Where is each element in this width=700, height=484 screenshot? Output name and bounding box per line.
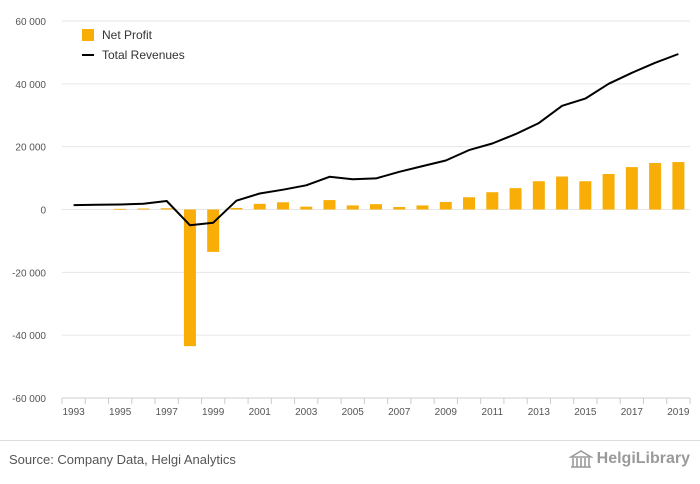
total-revenues-line-group: [73, 53, 679, 227]
x-tick-label: 2011: [482, 407, 504, 418]
net-profit-bar: [579, 181, 592, 210]
x-axis: 1993 1995 1997 1999 2001 2003 2005 2007 2009 2011…: [61, 397, 691, 418]
net-profit-bar: [207, 209, 220, 252]
legend-label-total-revenues: Total Revenues: [102, 48, 185, 62]
net-profit-bar: [253, 203, 266, 210]
logo-text: HelgiLibrary: [596, 450, 690, 467]
total-revenues-line: [73, 53, 679, 227]
net-profit-bar: [114, 208, 127, 210]
net-profit-bar: [323, 200, 336, 210]
x-tick-label: 2007: [388, 407, 411, 418]
x-tick-label: 2017: [621, 407, 644, 418]
net-profit-bars: [114, 162, 685, 347]
y-tick-label: 0: [40, 206, 46, 217]
y-tick-label: -20 000: [12, 268, 46, 279]
x-tick-label: 2013: [528, 407, 551, 418]
y-tick-label: -60 000: [12, 394, 46, 405]
x-tick-label: 2009: [435, 407, 458, 418]
net-profit-bar: [183, 209, 196, 347]
net-profit-bar: [300, 206, 313, 210]
net-profit-bar: [625, 167, 638, 210]
x-tick-label: 1999: [202, 407, 225, 418]
legend: Net Profit Total Revenues: [82, 28, 185, 62]
y-tick-label: 20 000: [15, 143, 46, 154]
x-tick-label: 2019: [667, 407, 690, 418]
chart: 60 000 40 000 20 000 0 -20 000 -40 000 -60 000…: [12, 17, 691, 418]
net-profit-bar: [137, 208, 150, 210]
helgi-library-logo[interactable]: HelgiLibrary: [568, 449, 690, 469]
y-tick-label: 40 000: [15, 80, 46, 91]
net-profit-bar: [532, 181, 545, 210]
net-profit-bar: [672, 162, 685, 210]
legend-label-net-profit: Net Profit: [102, 28, 153, 42]
x-tick-label: 1995: [109, 407, 132, 418]
x-tick-label: 2001: [249, 407, 272, 418]
x-tick-label: 2015: [574, 407, 597, 418]
net-profit-bar: [276, 202, 289, 210]
source-text: Source: Company Data, Helgi Analytics: [9, 452, 236, 467]
y-axis-tick-labels: 60 000 40 000 20 000 0 -20 000 -40 000 -60 000: [12, 17, 46, 405]
net-profit-bar: [230, 207, 243, 210]
y-tick-label: -40 000: [12, 331, 46, 342]
legend-swatch-net-profit: [82, 29, 94, 41]
net-profit-bar: [602, 173, 615, 210]
net-profit-bar: [416, 205, 429, 210]
x-tick-label: 2003: [295, 407, 318, 418]
x-tick-label: 1993: [63, 407, 86, 418]
net-profit-bar: [486, 192, 499, 210]
net-profit-bar: [649, 163, 662, 210]
net-profit-bar: [370, 204, 382, 210]
net-profit-bar: [160, 208, 173, 210]
net-profit-bar: [346, 205, 359, 210]
x-tick-label: 2005: [342, 407, 365, 418]
net-profit-bar: [439, 201, 452, 210]
net-profit-bar: [509, 188, 522, 210]
net-profit-bar: [463, 197, 476, 210]
net-profit-bar: [556, 176, 569, 210]
x-tick-label: 1997: [156, 407, 179, 418]
footer: Source: Company Data, Helgi Analytics He…: [0, 440, 700, 484]
net-profit-bar: [393, 206, 406, 210]
library-building-icon: [568, 450, 593, 468]
y-tick-label: 60 000: [15, 17, 46, 28]
